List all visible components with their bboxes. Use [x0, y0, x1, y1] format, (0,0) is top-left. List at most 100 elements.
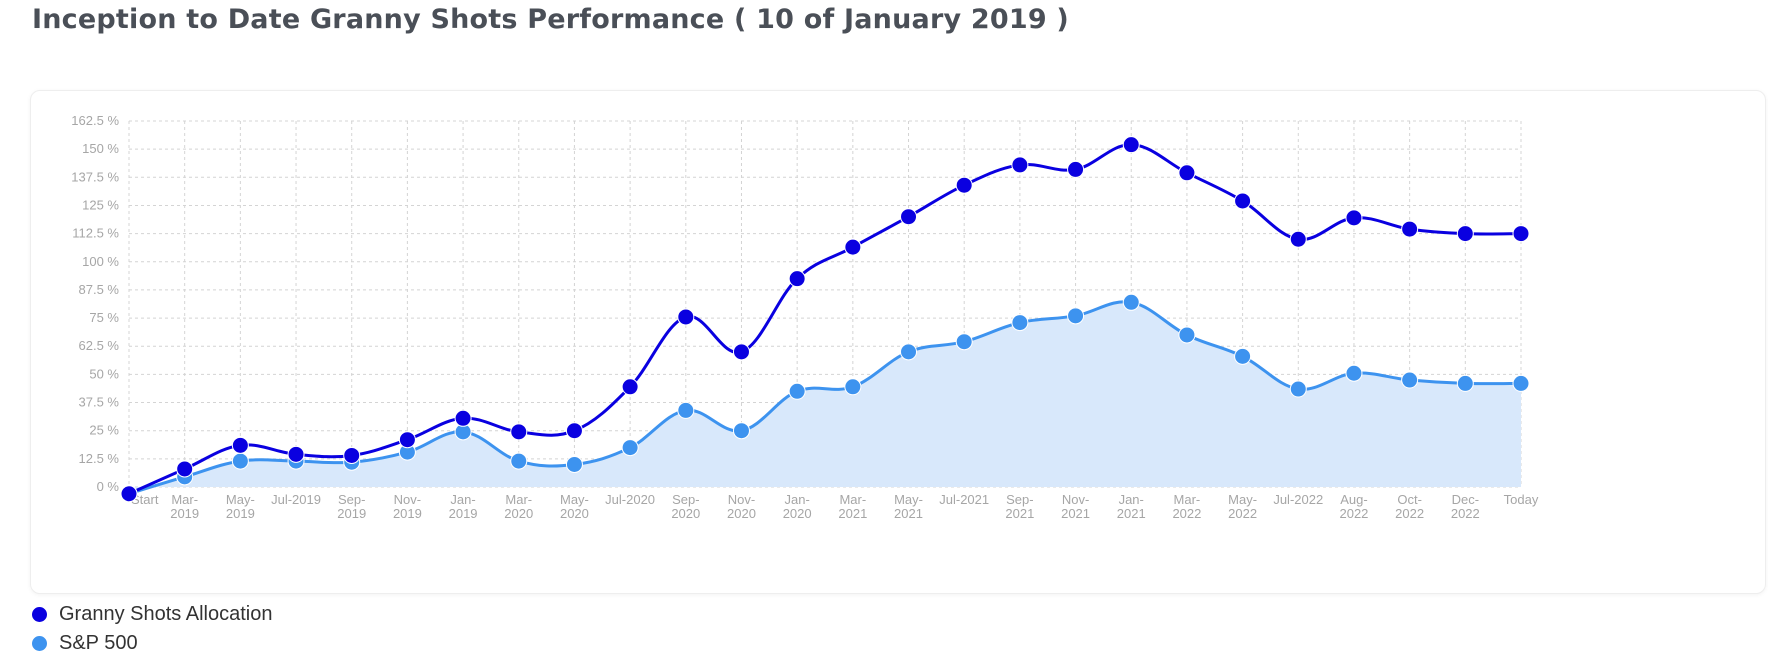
x-tick-label: Oct-2022 — [1395, 492, 1424, 521]
sp500-point — [788, 382, 806, 400]
legend-item-sp500[interactable]: S&P 500 — [32, 629, 272, 658]
x-tick-label-line: 2019 — [449, 506, 478, 521]
y-tick-label: 112.5 % — [72, 226, 119, 241]
y-tick-label: 0 % — [97, 479, 120, 494]
x-tick-label-line: Mar- — [505, 492, 532, 507]
sp500-point — [1345, 364, 1363, 382]
granny-shots-point — [1289, 230, 1307, 248]
x-tick-label-line: 2022 — [1339, 506, 1368, 521]
legend-label: Granny Shots Allocation — [59, 603, 273, 625]
x-tick-label-line: 2020 — [504, 506, 533, 521]
y-tick-label: 162.5 % — [71, 113, 119, 128]
granny-shots-point — [1234, 192, 1252, 210]
x-tick-label: Jul-2020 — [605, 492, 655, 507]
y-tick-label: 12.5 % — [79, 451, 120, 466]
x-tick-label: Nov-2020 — [727, 492, 756, 521]
x-tick-label: Jul-2021 — [939, 492, 989, 507]
sp500-point — [1289, 380, 1307, 398]
page-title: Inception to Date Granny Shots Performan… — [32, 4, 1069, 35]
x-tick-label-line: Mar- — [171, 492, 198, 507]
x-tick-label: Mar-2020 — [504, 492, 533, 521]
granny-shots-point — [788, 270, 806, 288]
granny-shots-point — [343, 446, 361, 464]
x-tick-label: May-2022 — [1228, 492, 1257, 521]
x-tick-label-line: 2021 — [838, 506, 867, 521]
x-tick-label-line: Mar- — [1174, 492, 1201, 507]
x-tick-label-line: 2019 — [337, 506, 366, 521]
y-tick-label: 37.5 % — [79, 395, 120, 410]
granny-shots-point — [231, 436, 249, 454]
x-tick-label-line: Start — [131, 492, 159, 507]
x-tick-label-line: 2020 — [727, 506, 756, 521]
x-tick-label-line: Sep- — [1006, 492, 1033, 507]
granny-shots-point — [287, 445, 305, 463]
sp500-point — [1122, 293, 1140, 311]
x-tick-label-line: Jan- — [1119, 492, 1144, 507]
x-tick-label-line: 2022 — [1172, 506, 1201, 521]
legend-marker-sp500 — [32, 636, 47, 651]
x-tick-label: Sep-2021 — [1005, 492, 1034, 521]
granny-shots-point — [1401, 220, 1419, 238]
x-tick-label-line: 2020 — [560, 506, 589, 521]
x-tick-label: Jul-2019 — [271, 492, 321, 507]
x-tick-label-line: 2021 — [1117, 506, 1146, 521]
granny-shots-point — [1345, 209, 1363, 227]
y-tick-label: 25 % — [89, 423, 119, 438]
x-tick-label: Jan-2021 — [1117, 492, 1146, 521]
x-tick-label-line: Today — [1504, 492, 1539, 507]
x-tick-label: Sep-2019 — [337, 492, 366, 521]
x-tick-label-line: Jan- — [450, 492, 475, 507]
x-tick-label: Aug-2022 — [1339, 492, 1368, 521]
y-tick-label: 75 % — [89, 310, 119, 325]
x-tick-label-line: 2022 — [1395, 506, 1424, 521]
granny-shots-point — [176, 460, 194, 478]
y-tick-label: 87.5 % — [79, 282, 120, 297]
x-tick-label-line: May- — [894, 492, 923, 507]
sp500-point — [510, 452, 528, 470]
x-tick-label-line: Jul-2022 — [1273, 492, 1323, 507]
y-tick-label: 100 % — [82, 254, 119, 269]
y-tick-label: 125 % — [82, 197, 119, 212]
sp500-point — [1178, 326, 1196, 344]
x-tick-label-line: Sep- — [672, 492, 699, 507]
sp500-point — [955, 333, 973, 351]
legend-marker-granny-shots — [32, 607, 47, 622]
x-tick-label-line: May- — [560, 492, 589, 507]
y-tick-label: 62.5 % — [79, 338, 120, 353]
performance-line-chart: 0 % 12.5 % 25 % 37.5 % 50 % 62.5 % 75 % 87.5 % 1… — [71, 113, 1539, 521]
x-tick-label-line: May- — [1228, 492, 1257, 507]
x-tick-label: May-2019 — [226, 492, 255, 521]
x-tick-label-line: Aug- — [1340, 492, 1367, 507]
granny-shots-line — [128, 143, 1522, 496]
x-tick-label: Jan-2019 — [449, 492, 478, 521]
x-tick-label: Start — [131, 492, 159, 507]
granny-shots-point — [398, 431, 416, 449]
granny-shots-point — [677, 308, 695, 326]
x-tick-label-line: 2019 — [226, 506, 255, 521]
granny-shots-point — [1067, 160, 1085, 178]
granny-shots-point — [1178, 164, 1196, 182]
granny-shots-point — [1122, 136, 1140, 154]
x-tick-label: May-2021 — [894, 492, 923, 521]
sp500-point — [1456, 374, 1474, 392]
x-tick-label: Nov-2021 — [1061, 492, 1090, 521]
x-tick-label-line: 2019 — [393, 506, 422, 521]
x-tick-label-line: 2020 — [783, 506, 812, 521]
granny-shots-point — [1011, 156, 1029, 174]
x-tick-label-line: Dec- — [1452, 492, 1479, 507]
x-tick-label-line: Jul-2019 — [271, 492, 321, 507]
granny-shots-point — [844, 238, 862, 256]
sp500-point — [231, 452, 249, 470]
x-tick-label-line: Nov- — [394, 492, 421, 507]
x-tick-label-line: Nov- — [1062, 492, 1089, 507]
x-tick-label-line: Nov- — [728, 492, 755, 507]
sp500-point — [732, 422, 750, 440]
sp500-point — [1011, 314, 1029, 332]
x-tick-label: Mar-2021 — [838, 492, 867, 521]
x-tick-label: Jul-2022 — [1273, 492, 1323, 507]
x-tick-label-line: May- — [226, 492, 255, 507]
granny-shots-point — [1512, 225, 1530, 243]
x-tick-label: May-2020 — [560, 492, 589, 521]
sp500-point — [1401, 371, 1419, 389]
legend-item-granny-shots[interactable]: Granny Shots Allocation — [32, 600, 272, 629]
